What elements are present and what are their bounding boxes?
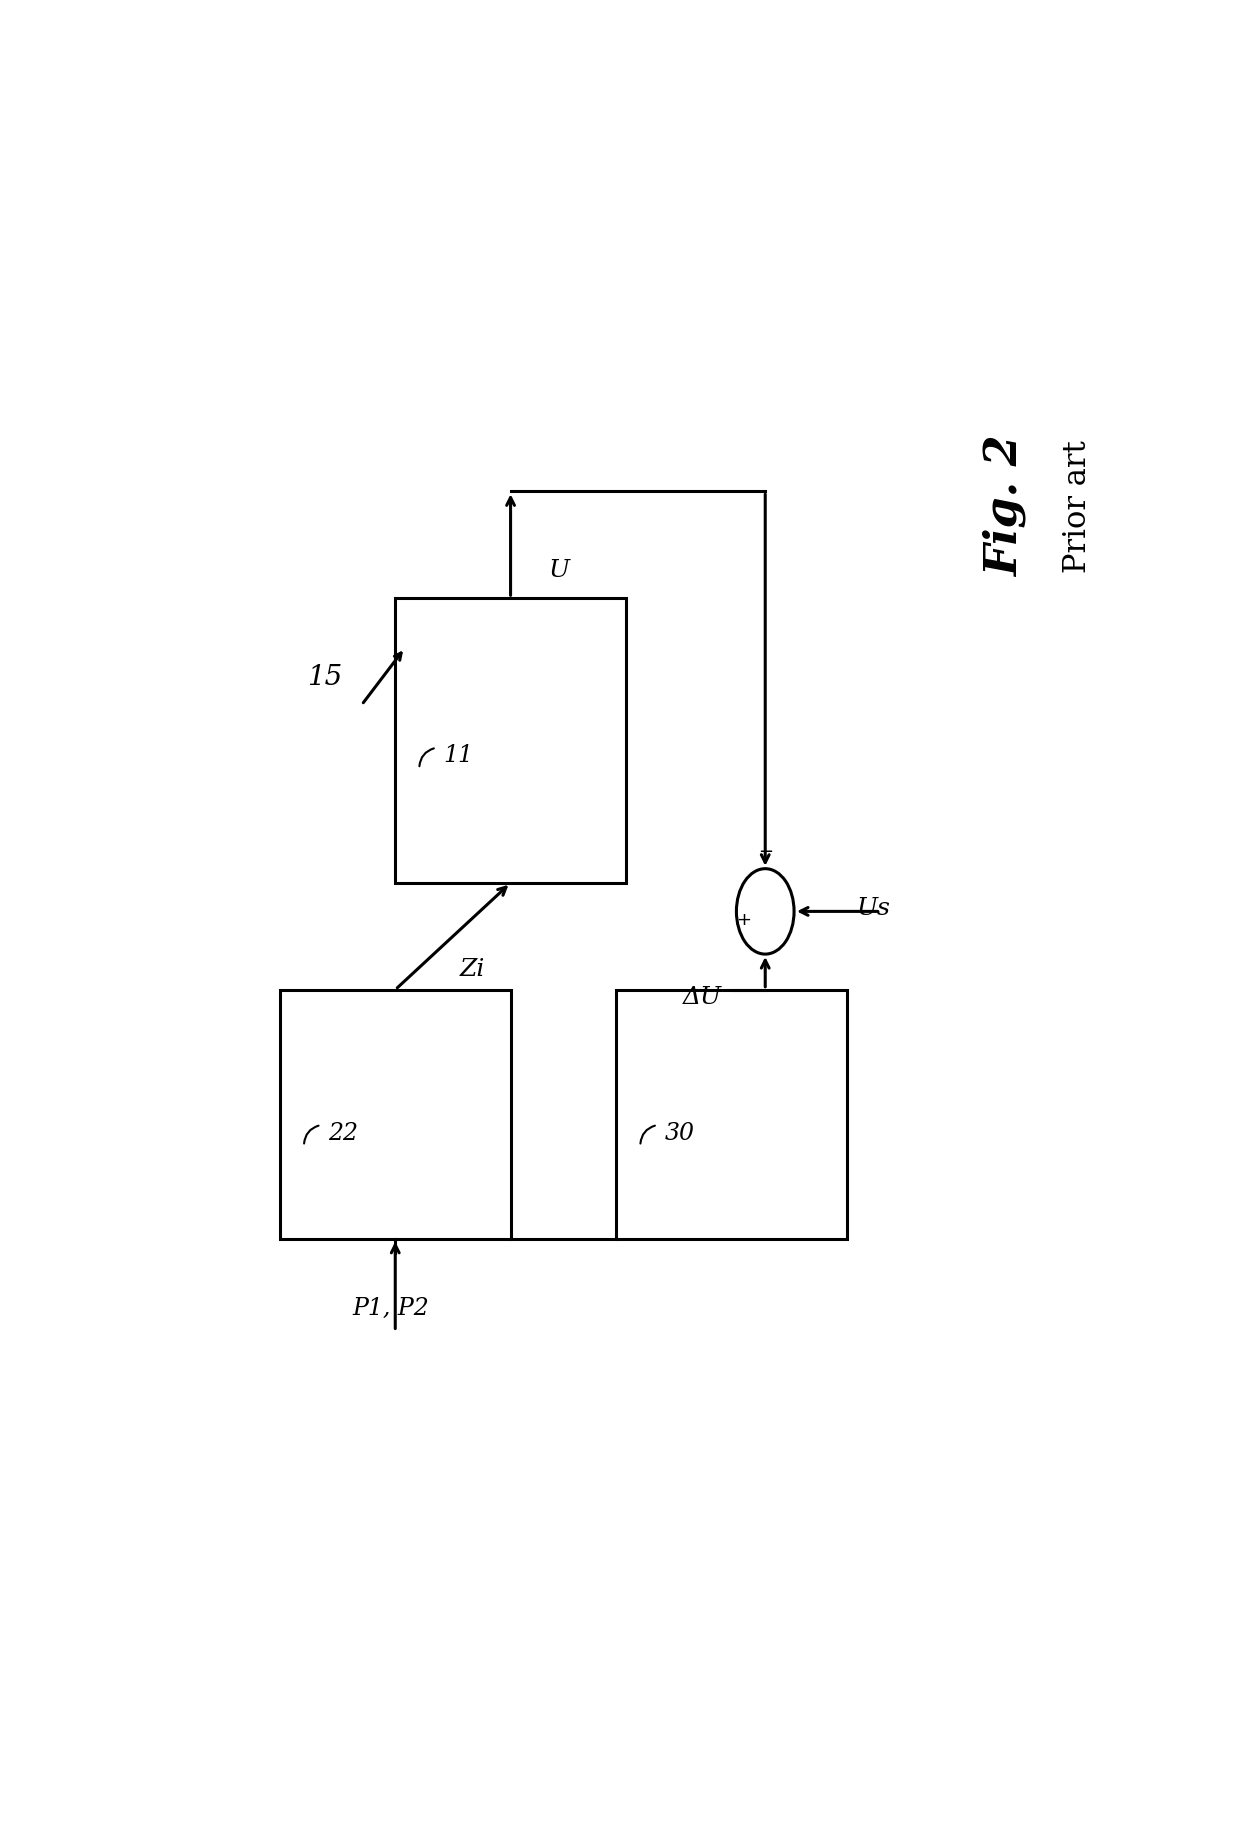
Bar (616, 991, 847, 1240)
Text: Zi: Zi (460, 957, 485, 979)
Text: 30: 30 (665, 1122, 694, 1144)
Text: Prior art: Prior art (1061, 440, 1094, 573)
Text: +: + (737, 909, 751, 928)
Text: 15: 15 (308, 663, 342, 691)
Bar (396, 599, 626, 883)
Text: Fig. 2: Fig. 2 (983, 436, 1027, 577)
Text: −: − (758, 843, 773, 861)
Text: P1, P2: P1, P2 (352, 1295, 429, 1319)
Circle shape (737, 869, 794, 955)
Text: 11: 11 (444, 745, 474, 767)
Text: Us: Us (857, 896, 890, 918)
Bar (280, 991, 511, 1240)
Text: ΔU: ΔU (683, 985, 723, 1009)
Text: U: U (549, 558, 570, 582)
Text: 22: 22 (327, 1122, 358, 1144)
